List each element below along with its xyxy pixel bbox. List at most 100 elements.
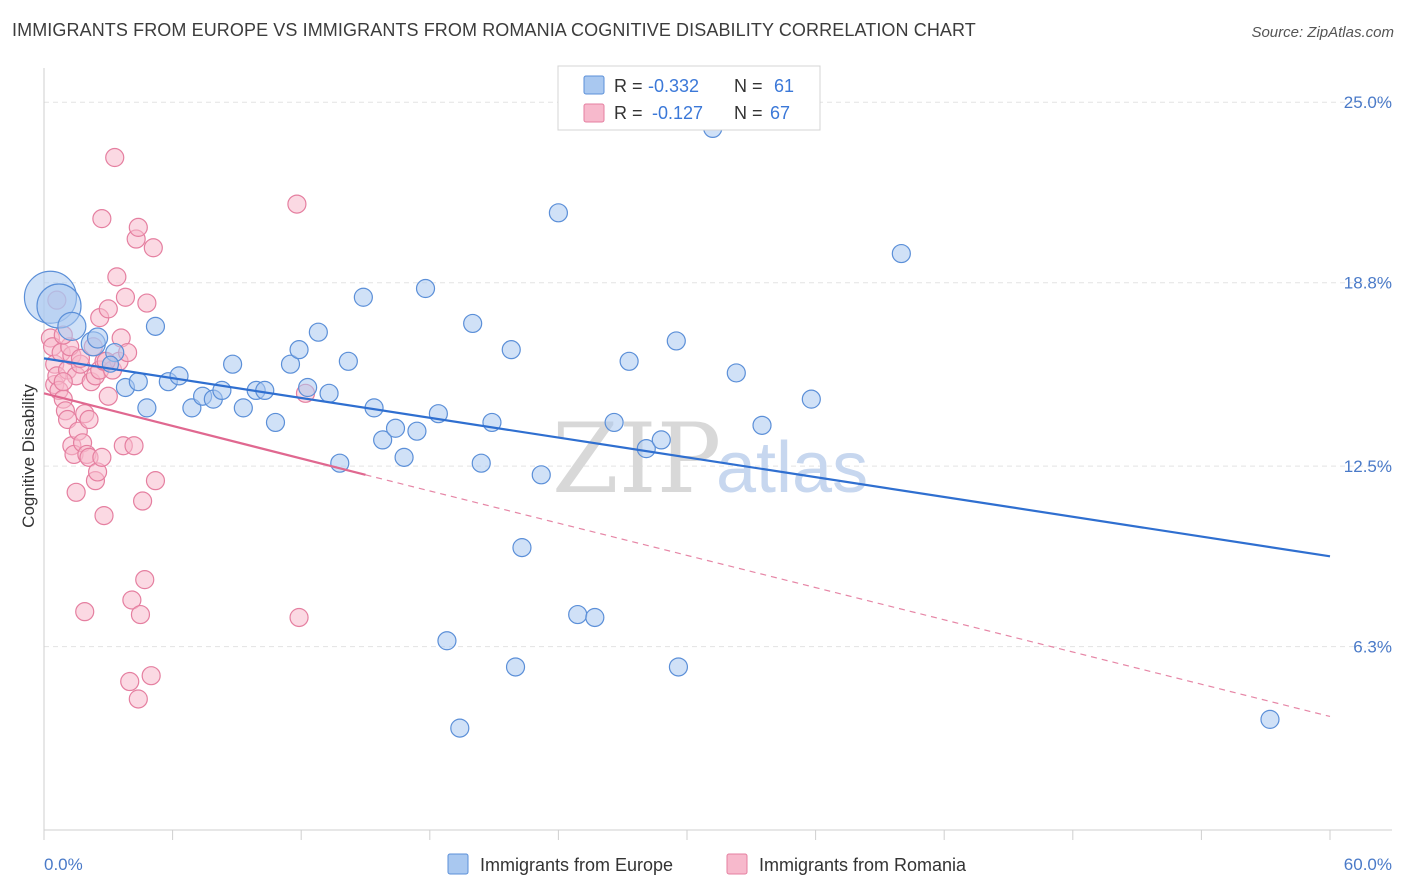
stats-n-label-europe: N = <box>734 76 763 96</box>
legend-swatch-romania <box>726 853 748 875</box>
romania-point <box>287 194 307 214</box>
europe-point <box>353 287 373 307</box>
romania-point <box>137 293 157 313</box>
x-tick-max: 60.0% <box>1344 855 1392 874</box>
europe-point <box>308 322 328 342</box>
y-tick-label: 6.3% <box>1353 638 1392 657</box>
europe-point <box>169 366 189 386</box>
europe-point <box>233 398 253 418</box>
europe-point <box>394 447 414 467</box>
europe-point <box>752 415 772 435</box>
stats-n-value-europe: 61 <box>774 76 794 96</box>
europe-point <box>501 340 521 360</box>
legend-swatch-europe <box>447 853 469 875</box>
europe-point <box>651 430 671 450</box>
europe-point <box>223 354 243 374</box>
europe-point <box>437 631 457 651</box>
stats-r-value-europe: -0.332 <box>648 76 699 96</box>
europe-point <box>891 243 911 264</box>
stats-swatch-europe <box>583 75 605 95</box>
romania-point <box>115 287 136 307</box>
romania-point <box>79 409 99 430</box>
europe-point <box>145 316 166 336</box>
romania-point <box>124 436 144 456</box>
romania-point <box>128 689 148 709</box>
europe-point <box>1260 709 1280 729</box>
y-tick-label: 18.8% <box>1344 274 1392 293</box>
stats-n-label-romania: N = <box>734 103 763 123</box>
romania-point <box>92 209 112 229</box>
y-tick-label: 12.5% <box>1344 457 1392 476</box>
legend-label-europe: Immigrants from Europe <box>480 855 673 875</box>
romania-point <box>98 386 118 406</box>
europe-point <box>280 354 301 374</box>
romania-point <box>128 217 148 237</box>
europe-point <box>512 538 532 558</box>
watermark-atlas: atlas <box>716 428 868 508</box>
chart-title: IMMIGRANTS FROM EUROPE VS IMMIGRANTS FRO… <box>12 20 976 40</box>
romania-point <box>107 267 127 287</box>
romania-point <box>105 147 125 168</box>
romania-point <box>98 299 118 319</box>
y-axis-title: Cognitive Disability <box>19 384 38 528</box>
stats-r-label-romania: R = <box>614 103 643 123</box>
watermark: ZIP atlas <box>552 403 868 515</box>
europe-point <box>801 389 821 409</box>
romania-point <box>66 482 86 502</box>
romania-point <box>145 471 166 491</box>
romania-point <box>141 666 161 686</box>
stats-swatch-romania <box>583 103 605 123</box>
europe-point <box>137 398 157 418</box>
series-europe-points <box>23 118 1280 738</box>
europe-point <box>505 657 526 677</box>
chart-source: Source: ZipAtlas.com <box>1251 24 1394 41</box>
romania-point <box>120 671 140 692</box>
europe-point <box>298 377 318 398</box>
europe-point <box>531 465 551 485</box>
trend-line-europe <box>43 357 1331 558</box>
stats-r-label-europe: R = <box>614 76 643 96</box>
romania-point <box>135 570 155 590</box>
grid-lines <box>44 101 1392 648</box>
europe-point <box>57 311 87 341</box>
romania-point <box>130 604 151 625</box>
europe-point <box>619 351 639 371</box>
romania-point <box>122 590 142 610</box>
stats-box: R = -0.332 N = 61 R = -0.127 N = 67 <box>557 65 821 131</box>
europe-point <box>385 418 406 438</box>
trend-line-romania <box>43 392 366 476</box>
stats-r-value-romania: -0.127 <box>652 103 703 123</box>
trend-lines <box>43 357 1331 718</box>
x-tick-min: 0.0% <box>44 855 83 874</box>
y-tick-labels: 25.0% 18.8% 12.5% 6.3% <box>1344 93 1392 656</box>
europe-point <box>415 278 436 299</box>
europe-point <box>666 331 686 351</box>
europe-point <box>450 718 470 738</box>
europe-point <box>568 604 588 625</box>
romania-point <box>289 607 309 628</box>
romania-point <box>53 372 73 392</box>
europe-point <box>668 657 689 677</box>
europe-point <box>604 412 624 433</box>
europe-point <box>548 203 569 223</box>
europe-point <box>86 327 109 349</box>
stats-n-value-romania: 67 <box>770 103 790 123</box>
romania-point <box>75 602 95 622</box>
trend-extension-romania <box>365 474 1331 718</box>
europe-point <box>373 430 393 450</box>
axes <box>43 68 1392 840</box>
legend: Immigrants from Europe Immigrants from R… <box>447 853 967 875</box>
europe-point <box>319 383 339 403</box>
europe-point <box>128 372 148 392</box>
europe-point <box>726 363 746 383</box>
europe-point <box>265 412 286 433</box>
europe-point <box>289 340 309 360</box>
romania-point <box>92 447 112 467</box>
europe-point <box>407 421 427 441</box>
europe-point <box>463 313 483 334</box>
europe-point <box>338 351 358 371</box>
legend-label-romania: Immigrants from Romania <box>759 855 967 875</box>
x-tick-labels: 0.0% 60.0% <box>44 855 1392 874</box>
romania-point <box>143 238 163 258</box>
